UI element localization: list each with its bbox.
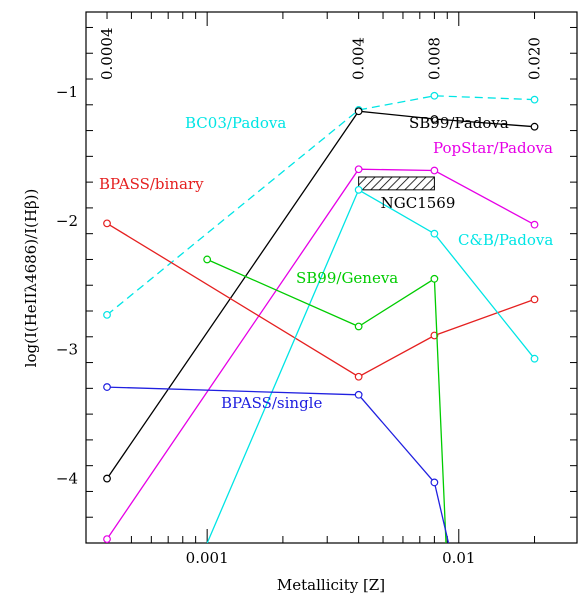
data-point xyxy=(430,115,439,123)
data-point xyxy=(103,219,111,228)
series-label: PopStar/Padova xyxy=(433,139,553,157)
y-tick-label: −4 xyxy=(56,470,78,488)
x-axis-title: Metallicity [Z] xyxy=(277,576,385,594)
data-point xyxy=(530,354,539,363)
series-line xyxy=(206,258,447,543)
data-point xyxy=(354,390,363,399)
series-line xyxy=(106,110,535,479)
plot-area-frame xyxy=(85,11,578,544)
top-metallicity-label: 0.0004 xyxy=(98,28,116,81)
data-point xyxy=(530,295,539,304)
series-line xyxy=(106,168,535,540)
x-tick-label: 0.001 xyxy=(186,549,229,567)
data-point xyxy=(530,220,539,229)
top-metallicity-label: 0.008 xyxy=(425,37,443,80)
series-line xyxy=(106,95,535,316)
series-label: BPASS/single xyxy=(221,394,322,412)
data-point xyxy=(103,535,111,543)
y-tick-label: −3 xyxy=(56,341,78,359)
data-point xyxy=(430,331,439,340)
data-point xyxy=(530,122,539,131)
data-point xyxy=(354,185,363,194)
y-tick-label: −2 xyxy=(56,212,78,230)
labels-layer: 0.0004 0.004 0.008 0.020 NGC1569 BC03/Padova S… xyxy=(98,28,553,413)
data-point xyxy=(430,274,439,283)
data-point xyxy=(430,91,439,100)
data-point xyxy=(103,310,111,319)
y-tick-label: −1 xyxy=(56,83,78,101)
data-point xyxy=(430,166,439,175)
series-label: BPASS/binary xyxy=(99,175,204,193)
ngc1569-region xyxy=(358,176,435,191)
series-layer xyxy=(103,91,539,543)
series-line xyxy=(206,188,536,543)
series-line xyxy=(106,222,535,378)
data-point xyxy=(354,165,363,174)
y-axis-title: log(I(HeIIλ4686)/I(Hβ)) xyxy=(22,189,40,368)
data-point xyxy=(430,229,439,238)
data-point xyxy=(530,95,539,104)
data-point xyxy=(103,474,111,483)
data-point xyxy=(203,255,212,264)
x-tick-label: 0.01 xyxy=(442,549,475,567)
data-point xyxy=(430,478,439,487)
data-point xyxy=(354,107,363,116)
data-point xyxy=(354,372,363,381)
series-label: C&B/Padova xyxy=(458,231,553,249)
series-label: SB99/Geneva xyxy=(296,269,398,287)
axis-ticks: 0.001 0.01 −1 −2 −3 −4 xyxy=(56,12,577,567)
ngc1569-label: NGC1569 xyxy=(381,194,456,212)
top-metallicity-label: 0.020 xyxy=(526,37,544,80)
data-point xyxy=(354,322,363,331)
series-line xyxy=(106,386,450,543)
data-point xyxy=(103,383,111,391)
series-label: BC03/Padova xyxy=(185,114,286,132)
series-label: SB99/Padova xyxy=(409,114,509,132)
top-metallicity-label: 0.004 xyxy=(350,37,368,80)
